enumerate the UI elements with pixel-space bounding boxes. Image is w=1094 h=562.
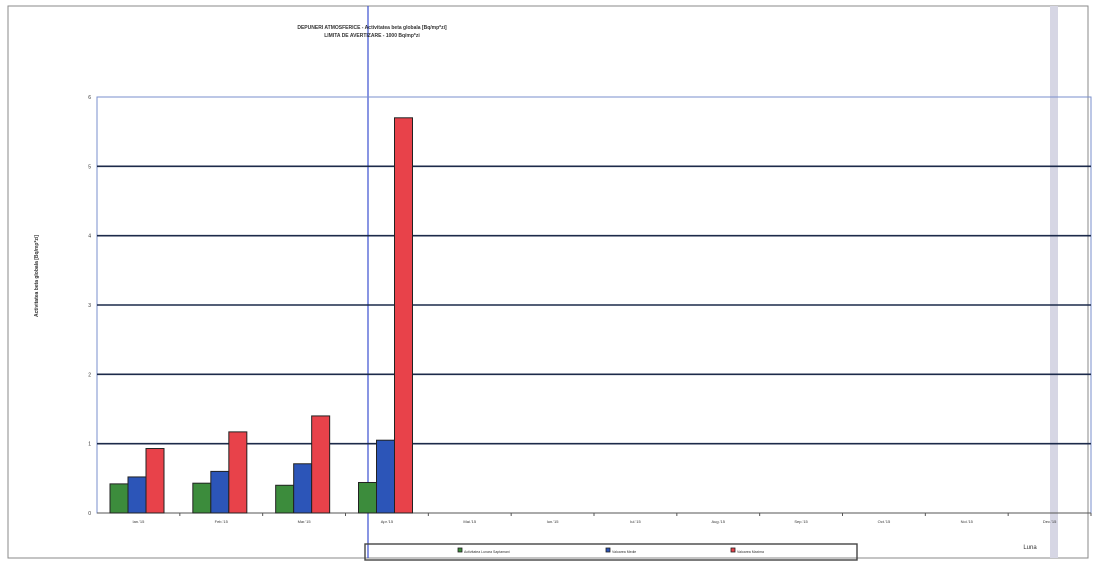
legend-label: Valoarea Maxima [737,550,764,554]
y-tick-label: 5 [88,164,91,170]
y-tick-labels: 0 1 2 3 4 5 6 [88,95,91,517]
bar [127,476,147,514]
x-tick-label: Mai.'15 [463,519,477,524]
right-edge-strip [1050,6,1058,558]
x-axis-label: Luna [1023,545,1037,551]
legend-label: Activitatea Lunara Saptamani [464,550,510,554]
bar [293,463,313,514]
x-tick-label: Ian.'15 [132,519,145,524]
x-tick-label: Aug.'15 [712,519,726,524]
x-tick-labels: Ian.'15 Feb.'15 Mar.'15 Apr.'15 Mai.'15 Iun.'… [132,513,1092,524]
legend-box [364,543,858,561]
x-tick-label: Feb.'15 [215,519,229,524]
x-tick-label: Iun.'15 [547,519,560,524]
legend-swatch [730,547,736,553]
bar [228,431,248,514]
y-tick-label: 3 [88,303,91,309]
x-tick-label: Noi.'15 [961,519,974,524]
bars [109,117,413,514]
x-tick-label: Apr.'15 [381,519,394,524]
x-tick-label: Dec.'15 [1043,519,1057,524]
bar [394,117,413,514]
y-axis-label: Activitatea beta globala [Bq/mp*zi] [34,235,40,317]
chart-subtitle: LIMITA DE AVERTIZARE - 1000 Bq/mp*zi [324,33,420,39]
y-tick-label: 6 [88,95,91,101]
legend: Activitatea Lunara Saptamani Valoarea Med… [457,547,764,554]
legend-swatch [605,547,611,553]
bar [192,482,212,514]
x-tick-label: Sep.'15 [794,519,808,524]
chart-frame [7,5,1089,559]
x-tick-label: Mar.'15 [298,519,312,524]
x-tick-label: Oct.'15 [878,519,891,524]
bar [376,439,395,514]
bar [109,483,129,514]
y-tick-label: 2 [88,372,91,378]
legend-swatch [457,547,463,553]
x-tick-label: Iul.'15 [630,519,641,524]
chart-title: DEPUNERI ATMOSFERICE - Activitatea beta … [297,25,447,31]
bar [275,484,295,514]
bar [358,481,377,514]
bar [311,415,331,514]
grid-lines [97,165,1091,514]
y-tick-label: 4 [88,234,91,240]
bar [210,470,230,514]
y-tick-label: 1 [88,442,91,448]
y-tick-label: 0 [88,511,91,517]
bar [145,448,165,514]
legend-label: Valoarea Medie [612,550,636,554]
